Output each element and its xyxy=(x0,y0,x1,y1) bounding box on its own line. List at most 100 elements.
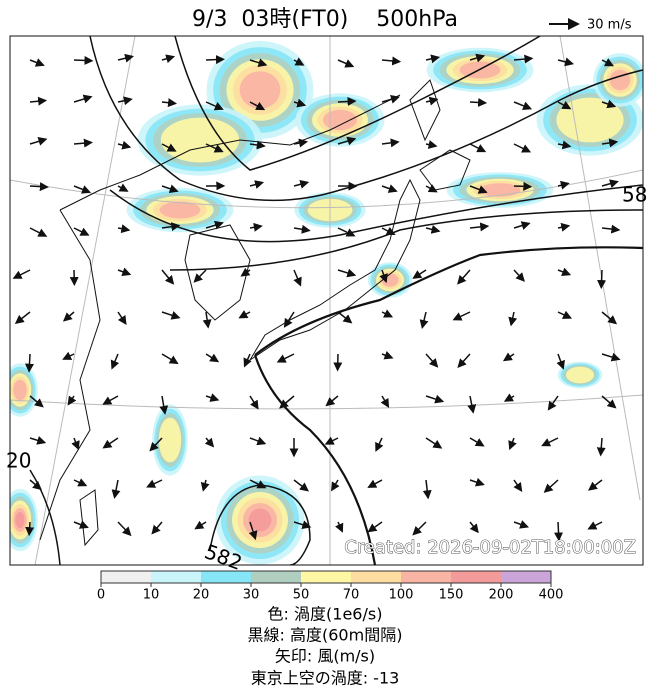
coastline xyxy=(39,79,471,547)
wind-arrow xyxy=(151,521,163,535)
wind-arrow xyxy=(337,96,357,106)
wind-arrow xyxy=(601,395,617,409)
colorbar-tick-label: 200 xyxy=(489,588,514,603)
caption: 色: 渦度(1e6/s) xyxy=(268,605,383,624)
colorbar-segment xyxy=(251,571,301,583)
wind-arrow xyxy=(73,94,93,104)
wind-arrow xyxy=(200,479,210,492)
wind-arrow xyxy=(161,222,181,232)
wind-arrow xyxy=(25,521,35,537)
wind-arrow xyxy=(249,58,268,67)
caption: 矢印: 風(m/s) xyxy=(275,647,375,666)
wind-arrow xyxy=(556,353,565,370)
wind-arrow xyxy=(146,479,163,488)
wind-arrow xyxy=(62,351,75,360)
wind-arrow xyxy=(513,221,531,230)
wind-arrow xyxy=(279,395,295,409)
wind-arrow xyxy=(381,350,394,360)
shading xyxy=(248,508,272,532)
colorbar-segment xyxy=(351,571,401,583)
wind-arrow xyxy=(249,140,266,150)
wind-arrow xyxy=(161,311,181,320)
wind-arrow xyxy=(381,309,394,318)
wind-arrow xyxy=(117,267,132,276)
wind-arrow xyxy=(425,96,439,106)
wind-arrow xyxy=(161,98,178,108)
wind-arrow xyxy=(381,138,400,148)
wind-arrow xyxy=(601,311,618,325)
title: 9/3 03時(FT0) 500hPa xyxy=(192,7,458,32)
wind-arrow xyxy=(14,311,31,324)
wind-arrow xyxy=(117,224,131,234)
wind-arrow xyxy=(425,54,441,64)
colorbar-frame xyxy=(100,570,552,584)
wind-arrow xyxy=(469,477,485,487)
wind-arrow xyxy=(161,184,179,194)
colorbar-tick-label: 70 xyxy=(343,588,360,603)
shading xyxy=(323,109,357,131)
colorbar-tick-label: 400 xyxy=(539,588,564,603)
wind-arrow xyxy=(412,521,427,536)
wind-arrow xyxy=(149,437,163,452)
wind-arrow xyxy=(117,311,127,325)
wind-arrow xyxy=(249,479,267,489)
colorbar: 0 10 20 30 50 70 100 150 200 400 xyxy=(97,570,564,603)
wind-arrow xyxy=(367,479,383,488)
wind-arrow xyxy=(601,138,619,148)
wind-arrow xyxy=(73,520,89,529)
contour-label: 58 xyxy=(622,183,647,207)
wind-arrow xyxy=(111,479,121,499)
wind-arrow xyxy=(381,94,400,104)
wind-arrow xyxy=(335,521,344,533)
wind-arrow xyxy=(161,353,179,365)
wind-arrow xyxy=(73,138,93,148)
wind-arrow xyxy=(73,227,90,236)
wind-arrow xyxy=(601,352,621,362)
wind-arrow xyxy=(205,55,225,65)
shading xyxy=(239,71,281,109)
wind-arrow xyxy=(469,437,485,447)
wind-arrow xyxy=(457,353,471,368)
wind-arrow xyxy=(325,395,339,407)
shading xyxy=(556,97,624,143)
wind-arrow xyxy=(596,437,606,457)
wind-arrow xyxy=(587,521,603,530)
scale-label: 30 m/s xyxy=(587,18,632,33)
wind-arrow xyxy=(194,520,207,530)
wind-arrow xyxy=(161,54,176,64)
wind-arrow xyxy=(503,393,515,402)
wind-arrow xyxy=(249,180,265,189)
wind-arrow xyxy=(12,269,31,279)
wind-arrow xyxy=(425,394,445,404)
created-stamp: Created: 2026-09-02T18:00:00Z xyxy=(344,537,636,558)
wind-arrow xyxy=(469,53,486,63)
wind-arrow xyxy=(557,140,572,150)
wind-arrow xyxy=(557,57,575,67)
wind-arrow xyxy=(283,311,295,328)
wind-arrow xyxy=(71,437,80,451)
map xyxy=(10,36,643,565)
wind-arrow xyxy=(293,224,311,234)
wind-arrow xyxy=(425,140,438,149)
shading xyxy=(13,379,27,401)
wind-arrow xyxy=(243,353,252,368)
colorbar-segment xyxy=(401,571,451,583)
shading xyxy=(609,69,631,91)
wind-arrow xyxy=(29,182,49,192)
caption: 黒線: 高度(60m間隔) xyxy=(248,626,403,645)
caption: 東京上空の渦度: -13 xyxy=(251,669,400,688)
wind-arrow xyxy=(513,181,533,191)
wind-arrow xyxy=(425,437,443,449)
wind-arrow xyxy=(73,478,88,487)
wind-arrow xyxy=(469,222,490,232)
wind-arrow xyxy=(541,437,559,447)
wind-arrow xyxy=(117,96,133,106)
wind-arrow xyxy=(337,311,353,324)
wind-arrow xyxy=(205,101,224,111)
wind-arrow xyxy=(102,437,119,449)
wind-arrow xyxy=(161,143,177,152)
wind-arrow xyxy=(205,220,224,230)
wind-arrow xyxy=(513,143,532,153)
shading xyxy=(158,417,182,463)
wind-arrow xyxy=(117,53,135,63)
